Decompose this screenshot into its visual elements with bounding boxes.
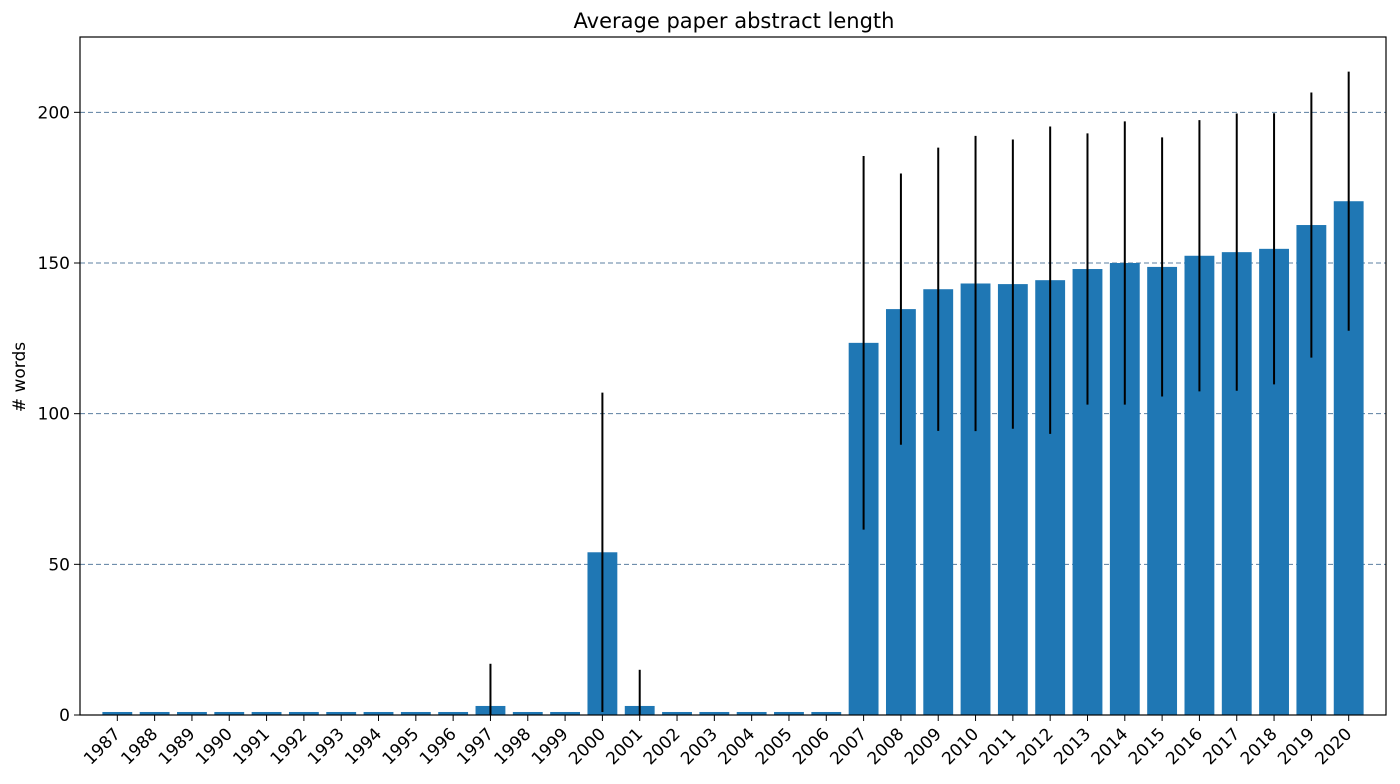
y-tick-label: 150 (38, 254, 70, 274)
bar (177, 711, 207, 715)
x-tick-label: 2003 (677, 724, 722, 769)
x-tick-label: 2007 (826, 724, 871, 769)
bar (288, 711, 319, 715)
x-tick-label: 2006 (789, 724, 834, 769)
bar (139, 711, 170, 715)
bar (774, 711, 804, 715)
x-tick-label: 2014 (1088, 724, 1133, 769)
bar (662, 711, 692, 715)
x-tick-label: 2020 (1311, 724, 1356, 769)
x-tick-label: 2011 (976, 724, 1021, 769)
x-tick-label: 1998 (491, 724, 536, 769)
y-axis-label: # words (10, 342, 30, 412)
bar (512, 711, 543, 715)
y-tick-label: 100 (38, 405, 70, 425)
x-tick-label: 1997 (453, 724, 498, 769)
bar (736, 711, 767, 715)
x-tick-label: 2013 (1050, 724, 1095, 769)
x-tick-label: 2010 (938, 724, 983, 769)
x-tick-label: 1996 (416, 724, 461, 769)
x-tick-label: 2001 (603, 724, 648, 769)
y-tick-label: 0 (59, 706, 70, 726)
x-tick-label: 2016 (1162, 724, 1207, 769)
y-tick-label: 200 (38, 103, 70, 123)
x-tick-label: 1995 (379, 724, 424, 769)
bar (102, 711, 133, 715)
x-tick-label: 2004 (714, 724, 759, 769)
x-tick-label: 2017 (1200, 724, 1245, 769)
bar (811, 711, 842, 715)
x-tick-label: 2019 (1274, 724, 1319, 769)
x-tick-label: 2002 (640, 724, 685, 769)
x-tick-label: 1992 (267, 724, 312, 769)
bar (550, 711, 581, 715)
x-tick-label: 1994 (341, 724, 386, 769)
bar (326, 711, 357, 715)
bar (400, 711, 431, 715)
x-tick-label: 2005 (752, 724, 797, 769)
x-tick-label: 1987 (80, 724, 125, 769)
bars (102, 201, 1364, 716)
x-tick-label: 1988 (117, 724, 162, 769)
plot-frame (79, 36, 1387, 716)
chart-title: Average paper abstract length (574, 9, 895, 33)
axes (79, 36, 1387, 716)
x-tick-label: 1993 (304, 724, 349, 769)
x-tick-label: 2000 (565, 724, 610, 769)
y-tick-label: 50 (48, 555, 70, 575)
bar (363, 711, 394, 715)
bar (251, 711, 282, 715)
x-tick-label: 1991 (229, 724, 274, 769)
x-tick-label: 2008 (864, 724, 909, 769)
x-tick-label: 1999 (528, 724, 573, 769)
x-tick-label: 1989 (155, 724, 200, 769)
bar (214, 711, 245, 715)
bar (438, 711, 469, 715)
error-bars (489, 71, 1350, 715)
y-ticks: 0 50 100 150 200 (38, 103, 80, 726)
x-tick-label: 2018 (1237, 724, 1282, 769)
bar (699, 711, 730, 715)
x-tick-label: 2012 (1013, 724, 1058, 769)
x-ticks: 1987198819891990199119921993199419951996… (80, 715, 1356, 769)
x-tick-label: 2015 (1125, 724, 1170, 769)
x-tick-label: 1990 (192, 724, 237, 769)
x-tick-label: 2009 (901, 724, 946, 769)
